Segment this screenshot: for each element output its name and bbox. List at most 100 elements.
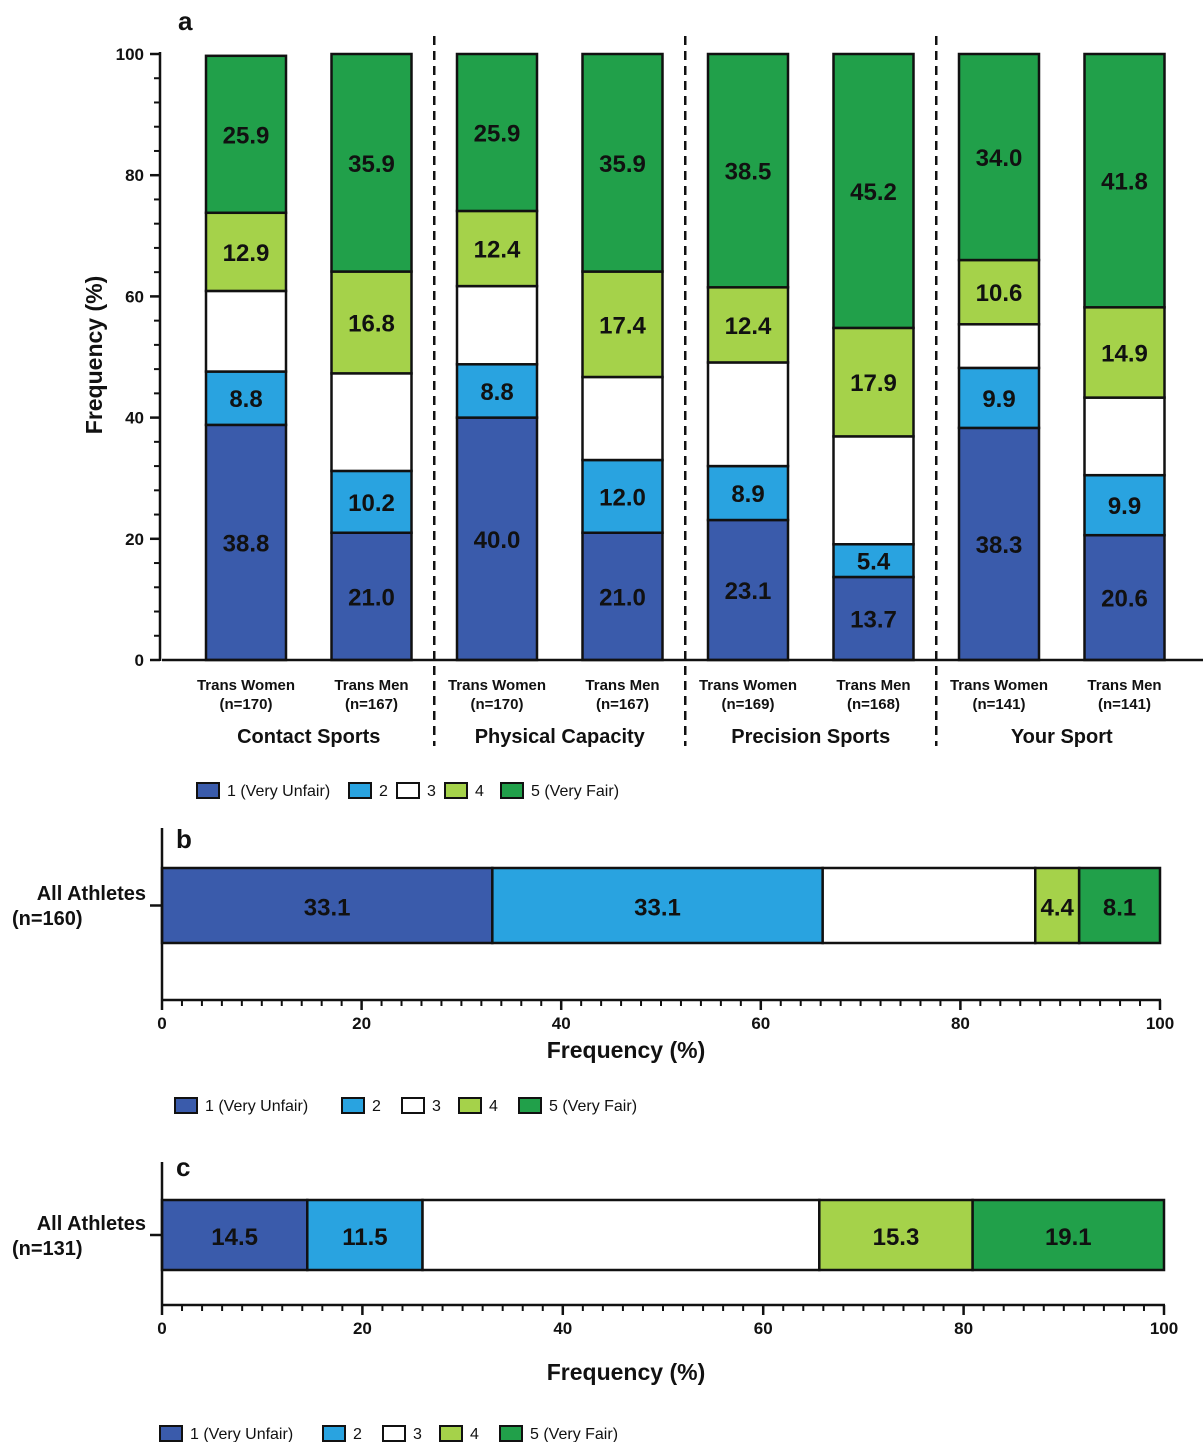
legend-swatch — [499, 1425, 523, 1442]
bar-segment — [706, 52, 790, 289]
category-count: (n=131) — [12, 1238, 83, 1260]
legend-label: 5 (Very Fair) — [531, 783, 619, 800]
bar-segment — [832, 575, 915, 662]
segment-value-label: 11.5 — [342, 1224, 387, 1251]
bar-segment — [957, 323, 1041, 370]
x-category-count: (n=141) — [1098, 696, 1151, 713]
legend-swatch — [382, 1425, 406, 1442]
legend-label: 1 (Very Unfair) — [227, 783, 330, 800]
bar-segment — [1034, 866, 1081, 945]
segment-value-label: 12.0 — [599, 484, 646, 511]
segment-value-label: 13.7 — [850, 606, 897, 633]
bar-segment — [330, 52, 413, 273]
bar-segment — [1083, 396, 1166, 477]
x-category-count: (n=167) — [596, 696, 649, 713]
x-tick-label: 80 — [954, 1319, 973, 1338]
bar-segment — [581, 52, 664, 273]
legend-swatch — [348, 782, 372, 799]
bar-segment — [455, 209, 539, 288]
segment-value-label: 21.0 — [348, 584, 395, 611]
category-label: All Athletes — [37, 1213, 146, 1235]
segment-value-label: 23.1 — [725, 578, 772, 605]
x-category-count: (n=170) — [471, 696, 524, 713]
y-tick-label: 80 — [125, 166, 144, 185]
segment-value-label: 35.9 — [348, 151, 395, 178]
x-category-label: Trans Women — [699, 677, 797, 694]
legend-label: 2 — [372, 1098, 381, 1115]
legend-swatch — [518, 1097, 542, 1114]
legend-label: 3 — [413, 1426, 422, 1442]
bar-segment — [957, 366, 1041, 430]
y-tick-label: 20 — [125, 530, 144, 549]
group-label: Physical Capacity — [475, 726, 646, 748]
legend-label: 4 — [470, 1426, 479, 1442]
legend-label: 5 (Very Fair) — [549, 1098, 637, 1115]
bar-segment — [204, 370, 288, 427]
bar-segment — [421, 1198, 821, 1272]
bar-segment — [581, 375, 664, 462]
legend-label: 1 (Very Unfair) — [190, 1426, 293, 1442]
panel-c-x-axis-title: Frequency (%) — [547, 1359, 705, 1385]
bar-segment — [1083, 52, 1166, 309]
segment-value-label: 9.9 — [982, 386, 1015, 413]
y-tick-label: 40 — [125, 409, 144, 428]
bar-segment — [455, 52, 539, 213]
bar-segment — [706, 361, 790, 468]
panel-b: b All Athletes (n=160) 33.1 33.1 4.4 8.1 0 20… — [12, 824, 1174, 1063]
segment-value-label: 14.9 — [1101, 340, 1148, 367]
bar-segment — [330, 469, 413, 534]
bar-segment — [455, 363, 539, 419]
segment-value-label: 12.9 — [223, 240, 270, 267]
segment-value-label: 33.1 — [634, 895, 681, 922]
x-category-count: (n=169) — [722, 696, 775, 713]
legend-swatch — [444, 782, 468, 799]
panel-c: c All Athletes (n=131) 14.5 11.5 15.3 19.1 0… — [12, 1152, 1178, 1385]
panel-b-x-axis-title: Frequency (%) — [547, 1037, 705, 1063]
bar-segment — [832, 326, 915, 438]
x-category-count: (n=141) — [973, 696, 1026, 713]
segment-value-label: 38.5 — [725, 159, 772, 186]
legend-label: 2 — [379, 783, 388, 800]
legend-label: 3 — [427, 783, 436, 800]
segment-value-label: 14.5 — [211, 1224, 258, 1251]
legend-swatch — [439, 1425, 463, 1442]
segment-value-label: 17.4 — [599, 312, 646, 339]
segment-value-label: 16.8 — [348, 310, 395, 337]
x-category-label: Trans Women — [950, 677, 1048, 694]
x-tick-label: 100 — [1146, 1014, 1174, 1033]
segment-value-label: 38.3 — [976, 532, 1023, 559]
bar-segment — [330, 372, 413, 473]
panel-c-letter: c — [176, 1152, 190, 1182]
y-tick-label: 0 — [135, 651, 144, 670]
x-category-label: Trans Men — [334, 677, 408, 694]
category-count: (n=160) — [12, 908, 83, 930]
legend-swatch — [401, 1097, 425, 1114]
group-label: Your Sport — [1011, 726, 1113, 748]
bar-segment — [330, 270, 413, 375]
legend-label: 5 (Very Fair) — [530, 1426, 618, 1442]
segment-value-label: 8.8 — [229, 386, 262, 413]
segment-value-label: 45.2 — [850, 179, 897, 206]
segment-value-label: 8.1 — [1103, 895, 1136, 922]
group-label: Contact Sports — [237, 726, 380, 748]
panel-a-letter: a — [178, 6, 193, 36]
segment-value-label: 25.9 — [474, 120, 521, 147]
bar-segment — [821, 866, 1037, 945]
x-category-count: (n=168) — [847, 696, 900, 713]
panel-b-letter: b — [176, 824, 192, 854]
x-tick-label: 80 — [951, 1014, 970, 1033]
x-category-count: (n=167) — [345, 696, 398, 713]
bar-segment — [204, 211, 288, 293]
x-tick-label: 0 — [157, 1014, 166, 1033]
segment-value-label: 20.6 — [1101, 586, 1148, 613]
legend-label: 4 — [475, 783, 484, 800]
segment-value-label: 34.0 — [976, 145, 1023, 172]
bar-segment — [832, 435, 915, 546]
segment-value-label: 10.2 — [348, 490, 395, 517]
segment-value-label: 8.8 — [480, 379, 513, 406]
bar-segment — [581, 531, 664, 662]
segment-value-label: 21.0 — [599, 584, 646, 611]
segment-value-label: 38.8 — [223, 530, 270, 557]
x-category-label: Trans Men — [585, 677, 659, 694]
legend-label: 3 — [432, 1098, 441, 1115]
